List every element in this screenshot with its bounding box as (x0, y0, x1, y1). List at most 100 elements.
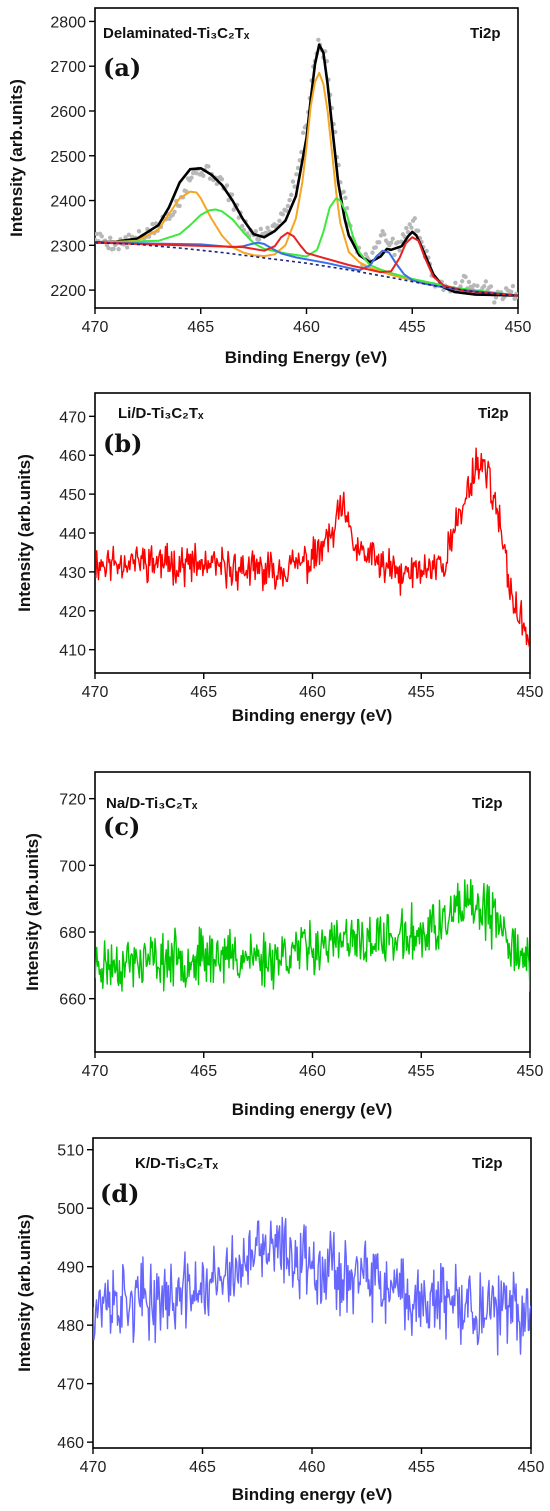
panel-a-raw-point (344, 205, 350, 211)
panel-b-ytick-label: 460 (59, 448, 86, 465)
panel-a-tag: (a) (103, 53, 141, 82)
panel-b-ytick-label: 410 (59, 643, 86, 660)
panel-a-raw-point (124, 245, 130, 250)
panel-a-raw-point (341, 189, 346, 195)
panel-d-annotation: Ti2p (472, 1155, 503, 1172)
panel-c-xtick-label: 465 (190, 1063, 217, 1080)
panel-b-xtick-label: 455 (408, 684, 435, 701)
panel-a-raw-point (397, 248, 402, 253)
panel-b-annotation: Ti2p (478, 405, 509, 422)
panel-a-ytick-label: 2300 (50, 238, 86, 255)
panel-a-raw-point (509, 289, 514, 295)
panel-a-raw-point (512, 296, 517, 302)
panel-a-raw-point (493, 295, 499, 300)
panel-a-raw-point (370, 250, 375, 255)
panel-a-ytick-label: 2800 (50, 14, 86, 31)
panel-c-xtick-label: 450 (517, 1063, 544, 1080)
panel-b-ytick-label: 450 (59, 487, 86, 504)
panel-d-xtick-label: 455 (408, 1459, 435, 1476)
panel-a-raw-point (297, 158, 302, 163)
panel-a-series-3 (95, 241, 518, 297)
panel-b-plot-area (95, 447, 530, 650)
panel-a-series-0 (95, 43, 518, 297)
panel-d-plot: 470 465 460 455 450 460 470 480 490 500 510 (57, 1143, 544, 1476)
panel-a-raw-point (483, 279, 489, 284)
panel-a-raw-point (399, 239, 404, 244)
panel-a-plot: 470 465 460 455 450 2200 2300 2400 2500 2600 2700 2… (50, 14, 531, 336)
panel-a-raw-point (214, 181, 220, 187)
panel-a-raw-point (280, 212, 286, 217)
panel-a-raw-point (136, 229, 142, 234)
panel-a-raw-point (277, 218, 282, 224)
panel-c-ytick-label: 700 (59, 858, 86, 875)
panel-a-raw-point (99, 234, 104, 239)
panel-a-plot-area (95, 37, 518, 305)
panel-a-raw-point (382, 232, 387, 237)
panel-d-xtick-label: 470 (80, 1459, 107, 1476)
panel-a-raw-point (265, 225, 270, 230)
panel-a-raw-point (471, 283, 477, 288)
panel-a-raw-point (263, 230, 269, 236)
panel-a-raw-point (343, 195, 348, 200)
panel-a-raw-point (123, 235, 128, 240)
panel-a-ytick-label: 2500 (50, 149, 86, 166)
panel-a-raw-point (466, 279, 472, 285)
panel-c-series-0 (95, 879, 530, 992)
panel-a-raw-point (510, 283, 516, 289)
panel-a-raw-point (415, 228, 421, 234)
panel-a-raw-point (395, 240, 401, 245)
panel-c-annotation: Ti2p (472, 795, 503, 812)
panel-b-xtick-label: 470 (82, 684, 109, 701)
panel-a-raw-point (226, 197, 231, 203)
panel-c-xtick-label: 460 (299, 1063, 326, 1080)
panel-a-raw-point (316, 37, 321, 43)
panel-d-plot-area (93, 1216, 531, 1356)
panel-c-ylabel: Intensity (arb.units) (23, 833, 42, 991)
panel-a-xtick-label: 470 (82, 319, 109, 336)
panel-d-ytick-label: 510 (57, 1143, 84, 1160)
panel-a-ytick-label: 2700 (50, 59, 86, 76)
panel-a-raw-point (236, 215, 242, 220)
panel-a-raw-point (392, 252, 397, 258)
panel-c-ytick-label: 660 (59, 992, 86, 1009)
panel-a-raw-point (463, 274, 468, 280)
panel-a-raw-point (106, 245, 111, 251)
panel-a-ytick-label: 2200 (50, 283, 86, 300)
panel-a-xtick-label: 465 (187, 319, 214, 336)
panel-a-raw-point (412, 216, 417, 221)
panel-c-xtick-label: 455 (408, 1063, 435, 1080)
panel-a-raw-point (290, 179, 296, 184)
panel-a-ytick-label: 2600 (50, 104, 86, 121)
panel-b: 470 465 460 455 450 410 420 430 440 450 460 470 Li/… (15, 392, 543, 725)
panel-d-sample-label: K/D-Ti₃C₂Tₓ (135, 1155, 218, 1172)
panel-a-raw-point (194, 171, 199, 176)
panel-a-series-2 (95, 197, 518, 297)
panel-c-plot-area (95, 879, 530, 992)
panel-a-raw-point (459, 279, 465, 284)
panel-d-xtick-label: 465 (189, 1459, 216, 1476)
panel-a-raw-point (287, 197, 292, 203)
panel-d-tag: (d) (100, 1179, 140, 1208)
panel-a-raw-point (294, 172, 299, 177)
panel-c-ytick-label: 680 (59, 925, 86, 942)
panel-a-raw-point (95, 231, 99, 237)
panel-a-raw-point (224, 183, 230, 188)
panel-a-raw-point (300, 130, 306, 135)
panel-a-raw-point (177, 203, 182, 209)
panel-a-raw-point (253, 229, 258, 234)
panel-a-raw-point (475, 283, 480, 289)
panel-d: 470 465 460 455 450 460 470 480 490 500 510 K/D-Ti… (15, 1137, 544, 1504)
panel-b-series-0 (95, 447, 530, 650)
panel-a-xlabel: Binding Energy (eV) (225, 348, 387, 367)
panel-a-raw-point (150, 221, 155, 227)
panel-b-xtick-label: 460 (299, 684, 326, 701)
panel-a-raw-point (285, 203, 291, 209)
panel-b-ylabel: Intensity (arb.units) (15, 454, 34, 612)
panel-b-tag: (b) (103, 429, 143, 458)
panel-d-ytick-label: 480 (57, 1318, 84, 1335)
panel-a-series-5 (95, 241, 518, 297)
panel-a-ylabel: Intensity (arb.units) (7, 79, 26, 237)
panel-a-raw-point (206, 164, 211, 169)
panel-a-raw-point (488, 284, 494, 289)
